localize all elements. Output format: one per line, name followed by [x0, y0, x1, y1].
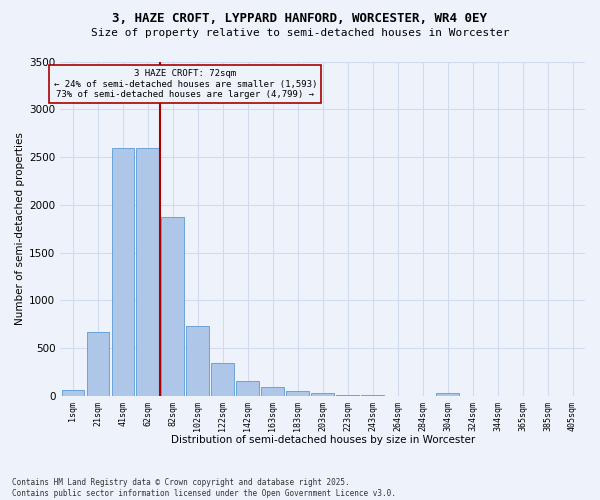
Bar [211, 362, 234, 396]
Bar [311, 392, 334, 396]
Bar [262, 388, 284, 396]
X-axis label: Distribution of semi-detached houses by size in Worcester: Distribution of semi-detached houses by … [170, 435, 475, 445]
Text: Contains HM Land Registry data © Crown copyright and database right 2025.
Contai: Contains HM Land Registry data © Crown c… [12, 478, 396, 498]
Bar [161, 218, 184, 396]
Bar [436, 393, 459, 396]
Bar [86, 332, 109, 396]
Bar [112, 148, 134, 396]
Bar [236, 381, 259, 396]
Text: Size of property relative to semi-detached houses in Worcester: Size of property relative to semi-detach… [91, 28, 509, 38]
Bar [286, 390, 309, 396]
Bar [62, 390, 84, 396]
Bar [136, 148, 159, 396]
Text: 3 HAZE CROFT: 72sqm
← 24% of semi-detached houses are smaller (1,593)
73% of sem: 3 HAZE CROFT: 72sqm ← 24% of semi-detach… [53, 69, 317, 99]
Text: 3, HAZE CROFT, LYPPARD HANFORD, WORCESTER, WR4 0EY: 3, HAZE CROFT, LYPPARD HANFORD, WORCESTE… [113, 12, 487, 26]
Y-axis label: Number of semi-detached properties: Number of semi-detached properties [15, 132, 25, 325]
Bar [187, 326, 209, 396]
Bar [337, 395, 359, 396]
